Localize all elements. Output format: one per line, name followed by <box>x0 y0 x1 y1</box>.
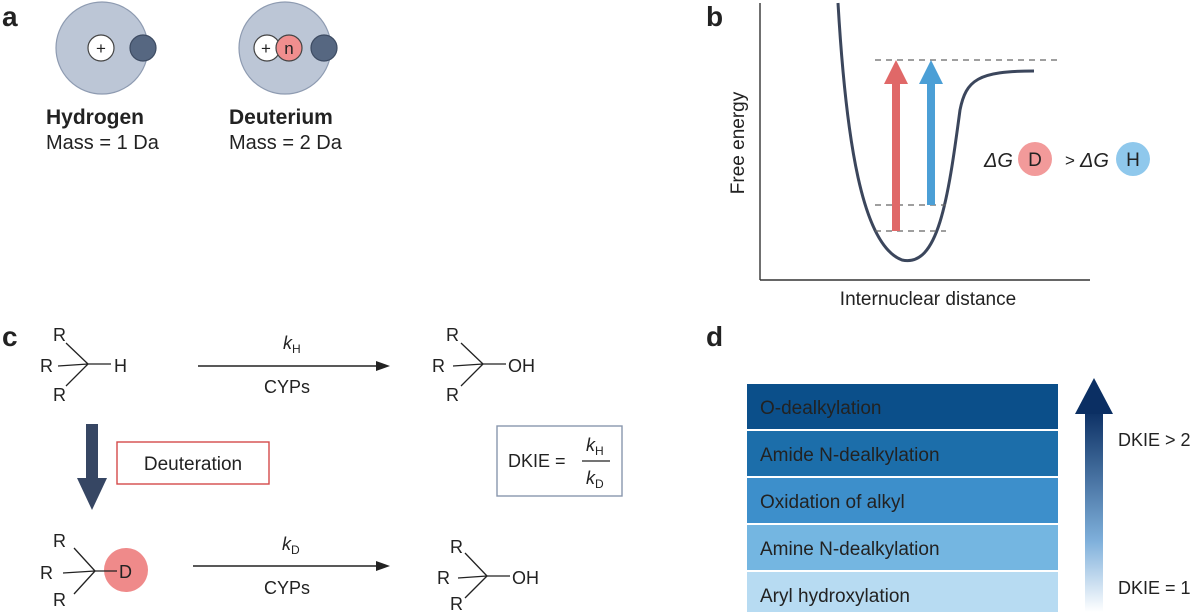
dkie-level-bar <box>747 478 1058 523</box>
panel-letter-b: b <box>706 1 723 32</box>
panel-letter-a: a <box>2 1 18 32</box>
deuterium-neutron-symbol: n <box>284 39 293 58</box>
hydrogen-atom: + <box>55 1 157 95</box>
hydrogen-atom-label: H <box>114 356 127 376</box>
deuteration-arrow <box>77 424 107 510</box>
hydrogen-energy-arrow <box>919 60 943 205</box>
delta-g-h-symbol: ΔG <box>1079 150 1109 172</box>
product-alcohol-top: R R R OH <box>432 325 535 405</box>
deuterium-mass: Mass = 2 Da <box>229 132 343 154</box>
dkie-level-label: O-dealkylation <box>760 398 881 419</box>
dkie-level-label: Amide N-dealkylation <box>760 445 940 466</box>
deuterium-electron <box>310 34 338 62</box>
dkie-level-bar <box>747 525 1058 570</box>
r-substituent: R <box>450 537 463 557</box>
hydroxyl-label: OH <box>512 568 539 588</box>
deuterium-highlight <box>104 548 148 592</box>
dkie-box <box>496 425 623 497</box>
dkie-level-label: Aryl hydroxylation <box>760 586 910 607</box>
r-substituent: R <box>432 356 445 376</box>
r-substituent: R <box>53 385 66 405</box>
deuterium-atom-label: D <box>119 562 132 582</box>
delta-g-d-symbol: ΔG <box>983 150 1013 172</box>
potential-energy-curve <box>836 2 1035 263</box>
rate-constant-kd: kD <box>282 534 300 557</box>
hydrogen-proton-symbol: + <box>96 39 106 58</box>
r-substituent: R <box>40 563 53 583</box>
top-reaction-arrow <box>198 361 390 371</box>
hydroxyl-label: OH <box>508 356 535 376</box>
dkie-level-label: Oxidation of alkyl <box>760 492 905 513</box>
deuterium-name: Deuterium <box>229 106 333 129</box>
deuterium-badge <box>1018 142 1052 176</box>
deuterium-proton-symbol: + <box>261 39 271 58</box>
deuteration-label: Deuteration <box>144 454 242 475</box>
r-substituent: R <box>437 568 450 588</box>
r-substituent: R <box>40 356 53 376</box>
dkie-low-label: DKIE = 1 <box>1118 578 1191 598</box>
hydrogen-electron <box>129 34 157 62</box>
dkie-equation: DKIE = kH kD <box>496 425 623 497</box>
bottom-reaction-arrow <box>193 561 390 571</box>
r-substituent: R <box>53 590 66 610</box>
catalyst-label: CYPs <box>264 578 310 598</box>
activation-energy-comparison: ΔG D > ΔG H <box>983 142 1150 176</box>
dkie-denominator: kD <box>586 468 604 491</box>
r-substituent: R <box>53 531 66 551</box>
dkie-level-label: Amine N-dealkylation <box>760 539 940 560</box>
hydrogen-badge-label: H <box>1126 150 1140 171</box>
r-substituent: R <box>446 385 459 405</box>
r-substituent: R <box>450 594 463 612</box>
catalyst-label: CYPs <box>264 377 310 397</box>
dkie-level-stack: O-dealkylation Amide N-dealkylation Oxidat… <box>747 384 1058 612</box>
deuterium-neutron <box>275 34 303 62</box>
deuterium-energy-arrow <box>884 60 908 231</box>
hydrogen-mass: Mass = 1 Da <box>46 132 160 154</box>
r-substituent: R <box>53 325 66 345</box>
product-alcohol-bottom: R R R OH <box>437 537 539 612</box>
deuteration-box <box>116 441 270 485</box>
hydrogen-name: Hydrogen <box>46 106 144 129</box>
dkie-label: DKIE = <box>508 451 566 471</box>
dkie-high-label: DKIE > 2 <box>1118 430 1191 450</box>
dkie-level-bar <box>747 572 1058 612</box>
dkie-level-bar <box>747 384 1058 429</box>
deuterium-badge-label: D <box>1028 150 1042 171</box>
panel-letter-d: d <box>706 321 723 352</box>
rate-constant-kh: kH <box>283 333 301 356</box>
x-axis-label: Internuclear distance <box>840 289 1016 310</box>
dkie-numerator: kH <box>586 435 604 458</box>
deuterium-atom: + n <box>238 1 338 95</box>
hydrogen-badge <box>1116 142 1150 176</box>
panel-letter-c: c <box>2 321 18 352</box>
r-substituent: R <box>446 325 459 345</box>
greater-than-symbol: > <box>1065 151 1075 170</box>
dkie-level-bar <box>747 431 1058 476</box>
hydrogen-proton <box>87 34 115 62</box>
reactant-hydrogen: R R R H <box>40 325 127 405</box>
dkie-scale-arrow <box>1075 378 1113 612</box>
reactant-deuterium: R R R D <box>40 531 148 610</box>
y-axis-label: Free energy <box>728 91 749 194</box>
